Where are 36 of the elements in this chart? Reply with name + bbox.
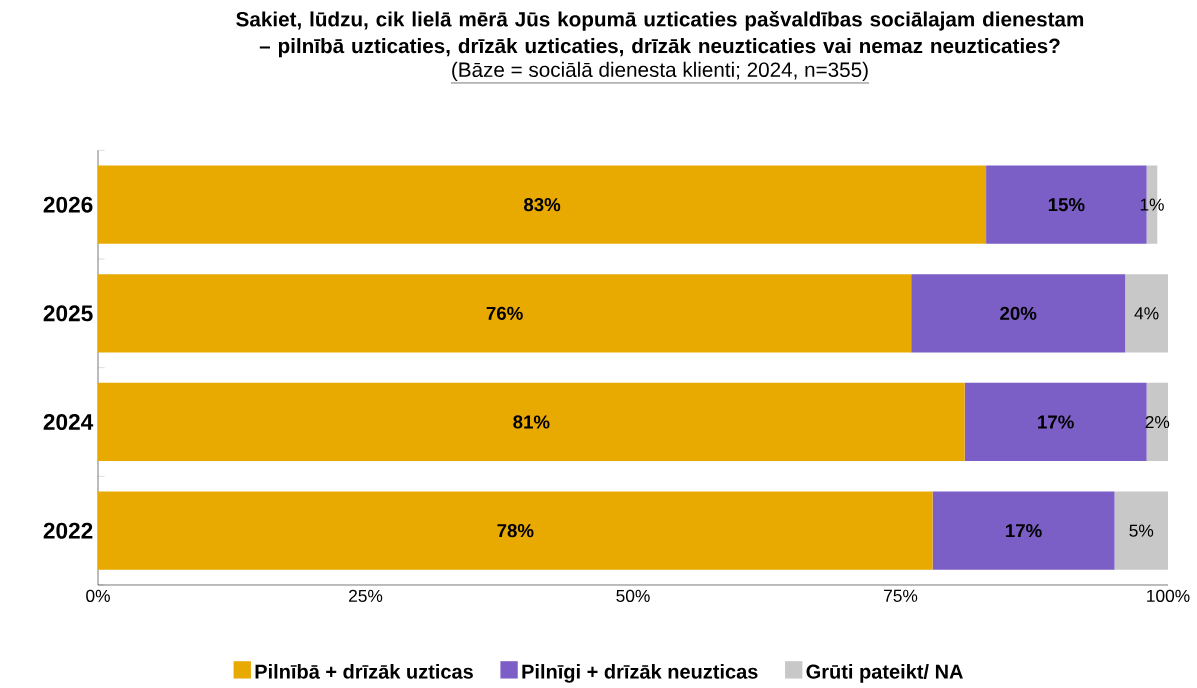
bar xyxy=(932,491,1115,570)
bar xyxy=(1146,382,1168,462)
bar xyxy=(1114,491,1168,570)
data-label: 17% xyxy=(1006,524,1042,538)
bar xyxy=(911,274,1126,353)
y-tick-label: 2022 xyxy=(43,522,93,539)
legend-label: Grūti pateikt/ NA xyxy=(806,664,963,683)
x-tick-label: 25% xyxy=(349,589,383,602)
data-label: 5% xyxy=(1129,524,1154,537)
data-label: 15% xyxy=(1048,198,1085,212)
data-label: 17% xyxy=(1038,415,1074,429)
chart-subtitle: (Bāze = sociālā dienesta klienti; 2024, n=355) xyxy=(452,61,868,82)
x-tick-label: 100% xyxy=(1147,589,1190,602)
data-label: 4% xyxy=(1134,307,1159,320)
x-tick-label: 50% xyxy=(616,589,650,602)
data-label: 78% xyxy=(497,524,534,538)
y-tick-label: 2025 xyxy=(43,305,93,322)
bar xyxy=(98,165,987,244)
legend-label: Pilnīgi + drīzāk neuzticas xyxy=(522,664,758,683)
data-label: 81% xyxy=(513,415,550,429)
bar xyxy=(98,274,912,353)
legend-label: Pilnībā + drīzāk uzticas xyxy=(255,664,473,679)
bar xyxy=(98,382,965,462)
y-tick-label: 2024 xyxy=(43,413,94,431)
data-label: 83% xyxy=(523,198,561,212)
chart-title: Sakiet, lūdzu, cik lielā mērā Jūs kopumā uzticaties pašvaldības sociālajam dienestam – pilnībā uzticaties, drīzāk uzticaties, drīzāk neuzticaties vai nemaz neuzticaties? xyxy=(236,10,1084,58)
bar xyxy=(98,491,933,570)
bar xyxy=(1125,274,1168,353)
x-tick-label: 75% xyxy=(884,589,918,602)
data-label: 20% xyxy=(1000,306,1037,320)
data-label: 76% xyxy=(486,306,523,320)
data-label: 1% xyxy=(1140,198,1164,211)
x-tick-label: 0% xyxy=(86,589,110,602)
y-tick-label: 2026 xyxy=(43,196,93,213)
bar xyxy=(964,382,1147,462)
data-label: 2% xyxy=(1145,415,1170,429)
